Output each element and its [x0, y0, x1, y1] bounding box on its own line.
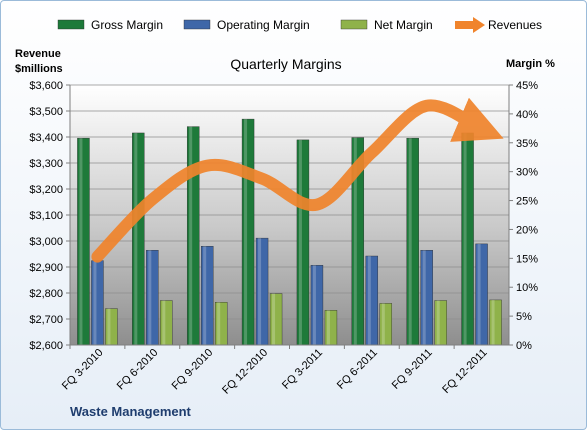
- net-margin-bar-highlight: [326, 310, 330, 345]
- y-right-label: Margin %: [506, 58, 555, 70]
- operating-margin-bar-highlight: [477, 243, 481, 345]
- operating-margin-bar-highlight: [93, 260, 97, 345]
- left-tick-label: $3,600: [29, 80, 63, 92]
- gross-margin-bar-highlight: [189, 126, 193, 345]
- gross-margin-bar-highlight: [463, 132, 467, 345]
- net-margin-bar: [214, 302, 228, 346]
- y-left-label-line2: $millions: [15, 63, 63, 75]
- left-tick-label: $3,500: [29, 106, 63, 118]
- operating-margin-bar: [310, 265, 324, 346]
- gross-margin-bar-highlight: [298, 139, 302, 345]
- right-tick-label: 15%: [516, 253, 538, 265]
- net-margin-bar: [269, 293, 283, 346]
- left-tick-label: $2,900: [29, 262, 63, 274]
- gross-margin-bar-highlight: [408, 138, 412, 345]
- left-axis-ticks: $2,600 $2,700 $2,800 $2,900 $3,000 $3,100 $3,2…: [29, 80, 70, 352]
- net-margin-bar: [489, 299, 502, 346]
- right-tick-label: 25%: [516, 196, 538, 208]
- x-tick-label: FQ 12-2011: [440, 347, 489, 396]
- left-tick-label: $3,000: [29, 236, 63, 248]
- legend: Gross Margin Operating Margin Net Margin Re…: [57, 17, 542, 33]
- net-margin-bar: [434, 300, 447, 346]
- net-margin-bar-highlight: [162, 300, 166, 345]
- x-tick-label: FQ 3-2010: [60, 347, 106, 393]
- left-tick-label: $3,400: [29, 132, 63, 144]
- net-margin-bar: [324, 310, 338, 346]
- bars: [77, 118, 502, 346]
- legend-swatch: [340, 19, 368, 30]
- operating-margin-bar: [255, 237, 269, 346]
- legend-arrow: [473, 17, 485, 33]
- right-tick-label: 10%: [516, 282, 538, 294]
- x-tick-label: FQ 3-2011: [280, 347, 325, 392]
- operating-margin-bar: [91, 260, 104, 346]
- operating-margin-bar-highlight: [203, 246, 207, 345]
- x-tick-label: FQ 12-2010: [220, 347, 270, 397]
- operating-margin-bar: [420, 250, 433, 346]
- gross-margin-bar: [241, 118, 255, 346]
- right-tick-label: 35%: [516, 138, 538, 150]
- operating-margin-bar-highlight: [312, 265, 316, 345]
- legend-label: Net Margin: [374, 18, 433, 32]
- operating-margin-bar-highlight: [367, 256, 371, 345]
- right-tick-label: 30%: [516, 167, 538, 179]
- x-tick-label: FQ 9-2011: [390, 347, 435, 392]
- gross-margin-bar: [461, 132, 474, 346]
- net-margin-bar-highlight: [436, 300, 440, 345]
- net-margin-bar: [160, 300, 173, 346]
- revenues-line: [91, 97, 504, 263]
- gross-margin-bar: [296, 139, 310, 346]
- gross-margin-bar-highlight: [353, 137, 357, 345]
- operating-margin-bar: [475, 243, 488, 346]
- legend-swatch: [183, 19, 211, 30]
- gross-margin-bar: [406, 137, 419, 346]
- operating-margin-bar-highlight: [148, 250, 152, 345]
- right-tick-label: 40%: [516, 109, 538, 121]
- net-margin-bar-highlight: [491, 299, 495, 345]
- net-margin-bar-highlight: [217, 302, 221, 345]
- net-margin-bar: [379, 303, 393, 346]
- left-tick-label: $3,100: [29, 210, 63, 222]
- right-tick-label: 0%: [516, 340, 532, 352]
- left-tick-label: $3,200: [29, 184, 63, 196]
- x-tick-label: FQ 6-2010: [115, 347, 161, 393]
- gross-margin-bar-highlight: [244, 119, 248, 345]
- right-tick-label: 45%: [516, 80, 538, 92]
- left-tick-label: $3,300: [29, 158, 63, 170]
- x-axis-ticks: FQ 3-2010 FQ 6-2010 FQ 9-2010 FQ 12-2010 FQ …: [60, 345, 490, 397]
- gross-margin-bar: [132, 132, 145, 346]
- x-tick-label: FQ 6-2011: [335, 347, 380, 392]
- x-tick-label: FQ 9-2010: [170, 347, 216, 393]
- net-margin-bar-highlight: [381, 303, 385, 345]
- right-tick-label: 20%: [516, 224, 538, 236]
- chart-title: Quarterly Margins: [230, 56, 341, 72]
- operating-margin-bar: [200, 245, 214, 346]
- gross-margin-bar: [77, 137, 90, 346]
- gross-margin-bar: [186, 126, 200, 346]
- left-tick-label: $2,800: [29, 288, 63, 300]
- operating-margin-bar-highlight: [258, 238, 262, 345]
- right-tick-label: 5%: [516, 311, 532, 323]
- legend-label: Operating Margin: [217, 18, 310, 32]
- left-tick-label: $2,600: [29, 340, 63, 352]
- gross-margin-bar-highlight: [134, 132, 138, 345]
- left-tick-label: $2,700: [29, 314, 63, 326]
- net-margin-bar-highlight: [107, 308, 111, 345]
- operating-margin-bar: [365, 255, 379, 346]
- legend-label: Revenues: [488, 18, 542, 32]
- operating-margin-bar-highlight: [422, 250, 426, 345]
- operating-margin-bar: [146, 250, 159, 346]
- legend-swatch: [57, 19, 85, 30]
- legend-label: Gross Margin: [91, 18, 163, 32]
- y-left-label-line1: Revenue: [15, 48, 61, 60]
- net-margin-bar: [105, 308, 118, 346]
- gross-margin-bar-highlight: [79, 138, 83, 345]
- company-label: Waste Management: [70, 404, 192, 419]
- revenue-line: [91, 97, 504, 263]
- right-axis-ticks: 0% 5% 10% 15% 20% 25% 30% 35% 40% 45%: [509, 80, 538, 352]
- net-margin-bar-highlight: [272, 293, 276, 345]
